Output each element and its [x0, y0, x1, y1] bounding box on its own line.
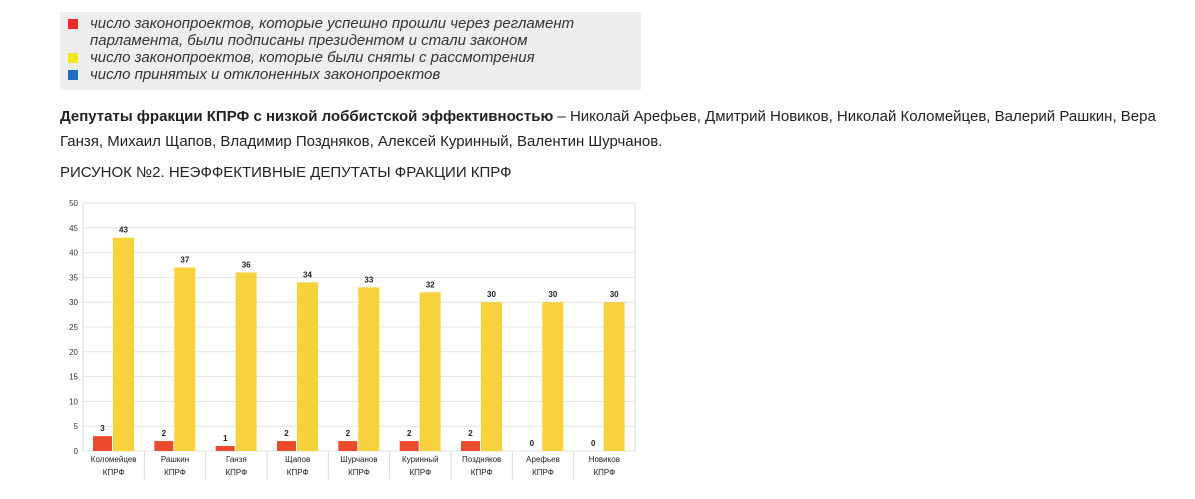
- bar-red-1: [154, 441, 174, 451]
- bar-yellow-4: [358, 287, 380, 451]
- y-tick-label-7: 35: [69, 273, 78, 282]
- data-label-red-8: 0: [591, 439, 596, 448]
- data-label-yellow-2: 36: [242, 260, 251, 269]
- data-label-yellow-7: 30: [548, 290, 557, 299]
- legend-text-withdrawn: число законопроектов, которые были сняты…: [90, 49, 535, 66]
- x-tick-sublabel-3: КПРФ: [287, 468, 309, 477]
- legend-box: число законопроектов, которые успешно пр…: [60, 12, 641, 90]
- bar-yellow-1: [174, 267, 196, 451]
- x-tick-sublabel-1: КПРФ: [164, 468, 186, 477]
- bar-red-5: [399, 441, 419, 451]
- legend-text-laws: число законопроектов, которые успешно пр…: [90, 15, 575, 49]
- y-tick-label-0: 0: [74, 447, 79, 456]
- data-label-red-5: 2: [407, 429, 412, 438]
- y-tick-label-9: 45: [69, 224, 78, 233]
- y-tick-label-6: 30: [69, 298, 78, 307]
- y-tick-label-4: 20: [69, 348, 78, 357]
- bar-chart: 0 5 10 15 20 25 30 35 40 45 50 3 43 2 37 1 36 2 34 2 33 2 32 2…: [60, 195, 640, 494]
- x-tick-label-0: Коломейцев: [91, 455, 137, 464]
- data-label-red-1: 2: [162, 429, 167, 438]
- data-label-red-6: 2: [468, 429, 473, 438]
- data-label-red-3: 2: [284, 429, 289, 438]
- data-label-yellow-6: 30: [487, 290, 496, 299]
- data-label-yellow-4: 33: [364, 275, 373, 284]
- x-tick-label-5: Куринный: [402, 455, 439, 464]
- bar-yellow-2: [235, 272, 257, 451]
- figure-caption: РИСУНОК №2. НЕЭФФЕКТИВНЫЕ ДЕПУТАТЫ ФРАКЦ…: [60, 164, 512, 181]
- data-label-yellow-8: 30: [610, 290, 619, 299]
- legend-swatch-yellow: [68, 53, 78, 63]
- x-tick-sublabel-4: КПРФ: [348, 468, 370, 477]
- data-label-yellow-0: 43: [119, 226, 128, 235]
- y-tick-label-10: 50: [69, 199, 78, 208]
- legend-text-decided: число принятых и отклоненных законопроек…: [90, 66, 441, 83]
- x-tick-label-7: Арефьев: [526, 455, 560, 464]
- y-tick-label-5: 25: [69, 323, 78, 332]
- bar-red-3: [277, 441, 296, 451]
- legend-item-withdrawn: число законопроектов, которые были сняты…: [68, 49, 641, 66]
- bar-red-6: [461, 441, 480, 451]
- x-tick-sublabel-2: КПРФ: [225, 468, 247, 477]
- bar-yellow-5: [419, 292, 441, 451]
- x-tick-label-1: Рашкин: [161, 455, 189, 464]
- intro-bold: Депутаты фракции КПРФ с низкой лоббистск…: [60, 108, 554, 125]
- data-label-yellow-5: 32: [426, 280, 435, 289]
- x-tick-label-8: Новиков: [589, 455, 620, 464]
- data-label-red-0: 3: [100, 424, 105, 433]
- bar-yellow-8: [603, 302, 625, 451]
- x-tick-sublabel-5: КПРФ: [409, 468, 431, 477]
- bar-red-0: [93, 436, 112, 451]
- y-tick-label-3: 15: [69, 373, 78, 382]
- y-axis-ticks: 0 5 10 15 20 25 30 35 40 45 50: [69, 199, 78, 456]
- x-tick-sublabel-8: КПРФ: [593, 468, 615, 477]
- bar-yellow-3: [297, 282, 318, 451]
- intro-paragraph: Депутаты фракции КПРФ с низкой лоббистск…: [60, 104, 1190, 154]
- legend-swatch-red: [68, 19, 78, 29]
- data-label-yellow-3: 34: [303, 270, 312, 279]
- legend-item-laws: число законопроектов, которые успешно пр…: [68, 15, 641, 49]
- x-tick-label-4: Шурчанов: [340, 455, 377, 464]
- x-tick-sublabel-0: КПРФ: [103, 468, 125, 477]
- bar-yellow-0: [113, 237, 134, 451]
- x-tick-label-6: Поздняков: [462, 455, 501, 464]
- y-tick-label-1: 5: [74, 422, 79, 431]
- x-tick-sublabel-7: КПРФ: [532, 468, 554, 477]
- data-label-red-4: 2: [346, 429, 351, 438]
- bar-red-4: [338, 441, 358, 451]
- y-tick-label-8: 40: [69, 249, 78, 258]
- data-label-red-2: 1: [223, 434, 228, 443]
- bar-red-2: [215, 446, 235, 451]
- data-label-red-7: 0: [530, 439, 535, 448]
- x-tick-sublabel-6: КПРФ: [471, 468, 493, 477]
- bar-yellow-6: [481, 302, 502, 451]
- chart-bars: 3 43 2 37 1 36 2 34 2 33 2 32 2 30 0 30 0 30: [93, 226, 625, 451]
- x-axis-labels: Коломейцев КПРФ Рашкин КПРФ Ганзя КПРФ Щапов КП…: [91, 455, 620, 477]
- data-label-yellow-1: 37: [180, 255, 189, 264]
- y-tick-label-2: 10: [69, 397, 78, 406]
- legend-swatch-blue: [68, 70, 78, 80]
- intro-rest: – Николай Арефьев, Дмитрий Новиков, Нико…: [60, 108, 1156, 150]
- legend-item-decided: число принятых и отклоненных законопроек…: [68, 66, 641, 83]
- bar-yellow-7: [542, 302, 564, 451]
- x-tick-label-3: Щапов: [285, 455, 310, 464]
- x-tick-label-2: Ганзя: [226, 455, 247, 464]
